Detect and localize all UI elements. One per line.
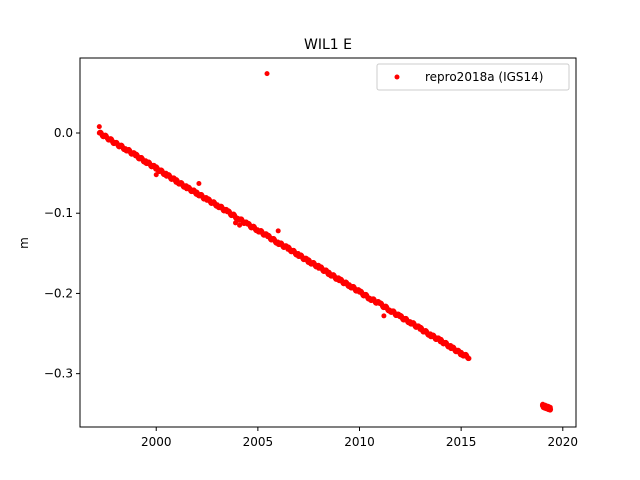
legend-box (376, 63, 570, 91)
legend-label: repro2018a (IGS14) (425, 70, 543, 84)
outlier-point (264, 71, 270, 77)
outlier-point (153, 172, 159, 178)
data-point (548, 406, 554, 412)
y-tick-label: −0.3 (44, 367, 73, 381)
ticks-layer: 2000 2005 2010 2015 2020 0.0 −0.1 −0.2 −0.3 (44, 126, 578, 449)
data-layer (96, 71, 554, 413)
legend: repro2018a (IGS14) (376, 63, 570, 91)
x-tick-label: 2015 (446, 435, 477, 449)
x-tick-label: 2000 (141, 435, 172, 449)
outlier-point (237, 222, 243, 228)
outlier-point (96, 124, 102, 130)
plot-frame (79, 57, 577, 428)
y-tick-label: 0.0 (54, 126, 73, 140)
data-point (466, 355, 472, 361)
legend-marker (394, 74, 400, 80)
outlier-point (275, 228, 281, 234)
x-tick-label: 2005 (243, 435, 274, 449)
outlier-point (196, 181, 202, 187)
outlier-point (233, 220, 239, 226)
y-axis-label: m (17, 237, 31, 249)
outlier-point (381, 313, 387, 319)
y-tick-label: −0.2 (44, 286, 73, 300)
x-tick-label: 2020 (548, 435, 579, 449)
chart-title: WIL1 E (304, 37, 352, 53)
x-tick-label: 2010 (344, 435, 375, 449)
y-tick-label: −0.1 (44, 206, 73, 220)
